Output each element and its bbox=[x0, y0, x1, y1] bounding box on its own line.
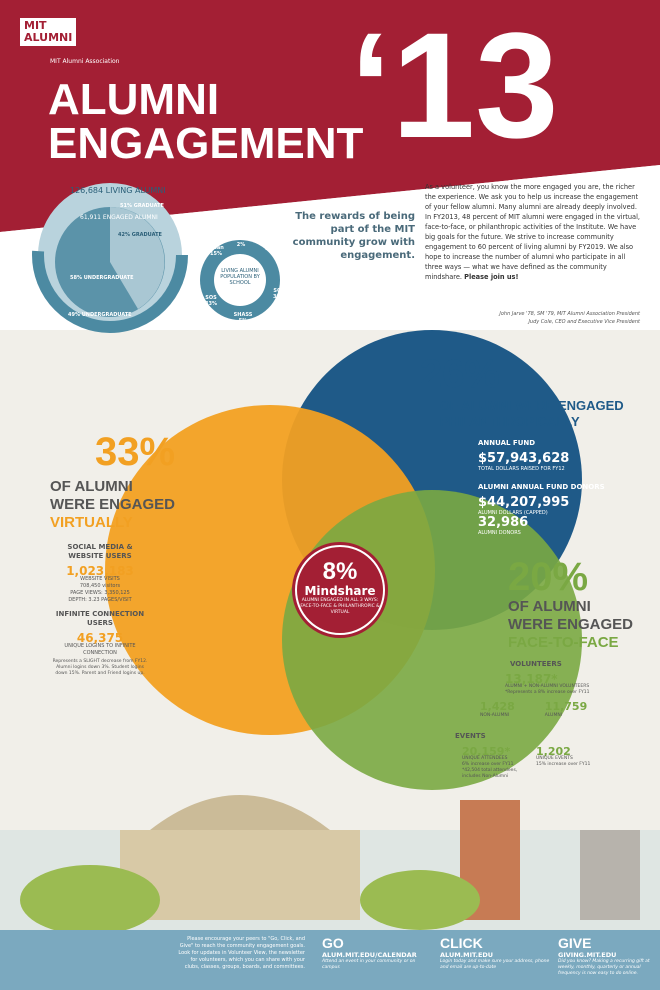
title: ALUMNI ENGAGEMENT bbox=[48, 75, 364, 168]
donut-ring bbox=[32, 177, 188, 333]
year: ‘13 bbox=[350, 1, 559, 169]
signatures: John Jarve '78, SM '79, MIT Alumni Assoc… bbox=[499, 311, 640, 325]
school-segment: SA+P 6% bbox=[261, 240, 277, 252]
intro-text: As a volunteer, you know the more engage… bbox=[425, 183, 640, 281]
heading: OF ALUMNI WERE ENGAGED PHILANTHROPICALLY bbox=[440, 398, 624, 429]
footer-band bbox=[0, 930, 660, 990]
mindshare: 8% Mindshare ALUMNI ENGAGED IN ALL 3 WAY… bbox=[300, 558, 380, 616]
school-segment: SOS 33% bbox=[205, 295, 217, 307]
donut-label: 51% GRADUATE bbox=[120, 203, 164, 209]
header-band bbox=[0, 0, 660, 232]
donut-label: 42% GRADUATE bbox=[118, 232, 162, 238]
school-pie-hole bbox=[214, 254, 266, 306]
go: GO ALUM.MIT.EDU/CALENDAR Attend an event i… bbox=[322, 935, 417, 970]
school-segment: SOE 39% bbox=[273, 288, 285, 300]
tagline: The rewards of being part of the MIT com… bbox=[292, 211, 415, 261]
heading: OF ALUMNI WERE ENGAGED VIRTUALLY bbox=[50, 478, 176, 531]
pct: 20% bbox=[508, 555, 589, 599]
school-title: LIVING ALUMNI POPULATION BY SCHOOL bbox=[220, 268, 260, 286]
heading: OF ALUMNI WERE ENGAGED FACE-TO-FACE bbox=[508, 598, 634, 651]
donut-label: 49% UNDERGRADUATE bbox=[68, 312, 132, 318]
org: MIT Alumni Association bbox=[50, 58, 120, 65]
philanthropic-stats: ANNUAL FUND $57,943,628 TOTAL DOLLARS RA… bbox=[478, 439, 605, 536]
mindshare-circle bbox=[292, 542, 388, 638]
school-segment: Sloan 15% bbox=[208, 245, 224, 257]
click: CLICK ALUM.MIT.EDU Login today and make su… bbox=[440, 935, 550, 970]
pct: 33% bbox=[95, 430, 176, 474]
school-segment: SHASS 5% bbox=[233, 312, 253, 324]
donut-grad bbox=[110, 207, 165, 309]
donut-label: 58% UNDERGRADUATE bbox=[70, 275, 134, 281]
give: GIVE GIVING.MIT.EDU Did you know? Making a… bbox=[558, 935, 650, 976]
encourage: Please encourage your peers to "Go, Clic… bbox=[178, 936, 305, 970]
donut-label: 126,684 LIVING ALUMNI bbox=[70, 186, 166, 195]
logo: MIT ALUMNI bbox=[20, 18, 77, 46]
virtual-stats: SOCIAL MEDIA & WEBSITE USERS 1,023,183 W… bbox=[52, 543, 148, 676]
face-stats: VOLUNTEERS 13,187* ALUMNI + NON-ALUMNI V… bbox=[455, 660, 591, 779]
donut-label: 61,911 ENGAGED ALUMNI bbox=[80, 214, 158, 221]
school-segment: Other 2% bbox=[232, 236, 250, 248]
pct: 26% bbox=[420, 352, 501, 396]
